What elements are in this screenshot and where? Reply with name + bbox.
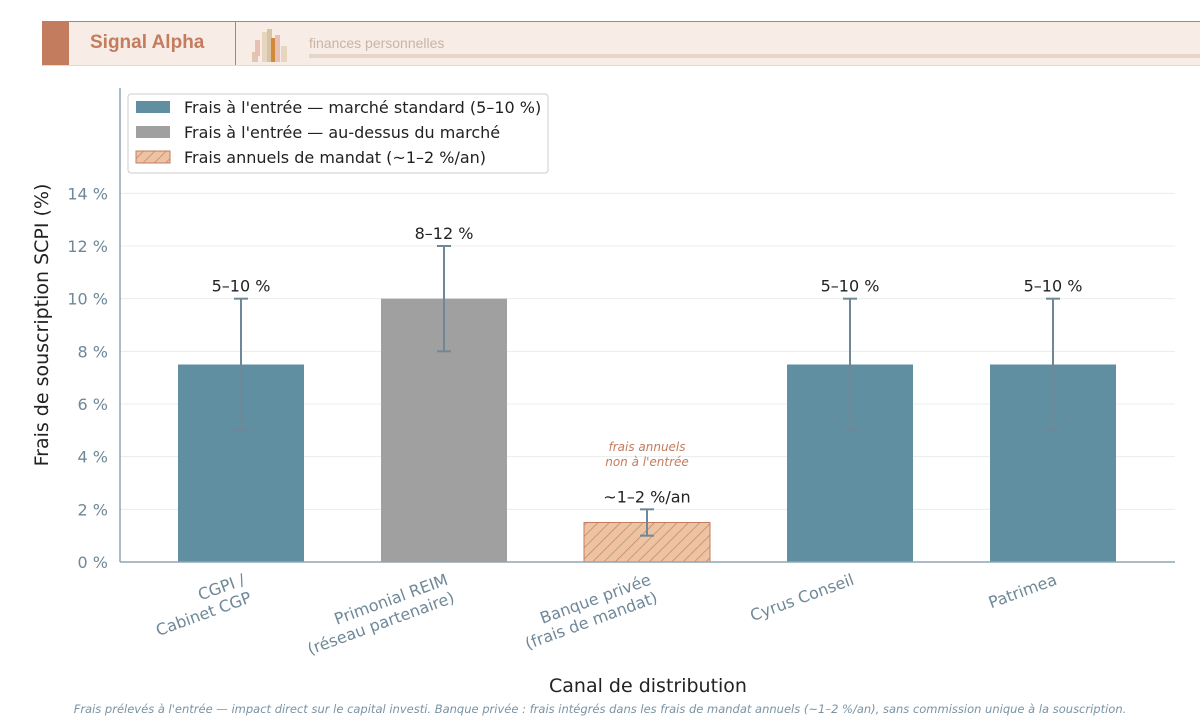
- legend-label: Frais à l'entrée — au-dessus du marché: [184, 123, 500, 142]
- y-tick-label: 12 %: [67, 237, 108, 256]
- y-tick-label: 6 %: [78, 395, 108, 414]
- data-label: 8–12 %: [415, 224, 474, 243]
- x-tick-label-line: Patrimea: [986, 570, 1059, 612]
- chart: 5–10 % 8–12 % ~1–2 %/an frais annuels non à …: [31, 88, 1175, 697]
- legend-label: Frais à l'entrée — marché standard (5–10…: [184, 98, 541, 117]
- annotation-line: frais annuels: [608, 440, 685, 454]
- site-header: Signal Alpha finances personnelles: [42, 21, 1200, 66]
- header-divider: [235, 22, 236, 65]
- x-axis-label: Canal de distribution: [549, 675, 747, 697]
- x-tick-label: CGPI /Cabinet CGP: [147, 570, 255, 640]
- x-tick-label: Patrimea: [986, 570, 1059, 612]
- y-tick-label: 4 %: [78, 448, 108, 467]
- brand-block: [42, 22, 69, 65]
- tagline: finances personnelles: [309, 35, 445, 51]
- tagline-underline: [309, 54, 1200, 58]
- annotation-line: non à l'entrée: [605, 455, 689, 469]
- legend-label: Frais annuels de mandat (~1–2 %/an): [184, 148, 486, 167]
- x-tick-label: Cyrus Conseil: [747, 570, 856, 625]
- y-tick-label: 2 %: [78, 500, 108, 519]
- bar: [583, 522, 711, 563]
- y-tick-label: 14 %: [67, 184, 108, 203]
- legend-swatch: [136, 101, 170, 113]
- legend-swatch: [135, 150, 171, 164]
- x-tick-label: Primonial REIM(réseau partenaire): [298, 570, 457, 659]
- bar-chart-logo-icon: [252, 29, 287, 62]
- y-tick-label: 10 %: [67, 290, 108, 309]
- footnote: Frais prélevés à l'entrée — impact direc…: [73, 702, 1127, 716]
- data-label: ~1–2 %/an: [603, 487, 690, 506]
- brand-name[interactable]: Signal Alpha: [90, 32, 205, 53]
- legend-swatch: [136, 126, 170, 138]
- annotation: frais annuels non à l'entrée: [605, 440, 689, 469]
- x-tick-label: Banque privée(frais de mandat): [516, 570, 660, 653]
- data-label: 5–10 %: [821, 277, 880, 296]
- y-axis-label: Frais de souscription SCPI (%): [31, 184, 53, 467]
- legend-box: [127, 93, 549, 174]
- data-label: 5–10 %: [212, 277, 271, 296]
- legend: Frais à l'entrée — marché standard (5–10…: [127, 93, 549, 174]
- x-tick-label-line: Cyrus Conseil: [747, 570, 856, 625]
- y-tick-label: 8 %: [78, 342, 108, 361]
- data-label: 5–10 %: [1024, 277, 1083, 296]
- y-tick-label: 0 %: [78, 553, 108, 572]
